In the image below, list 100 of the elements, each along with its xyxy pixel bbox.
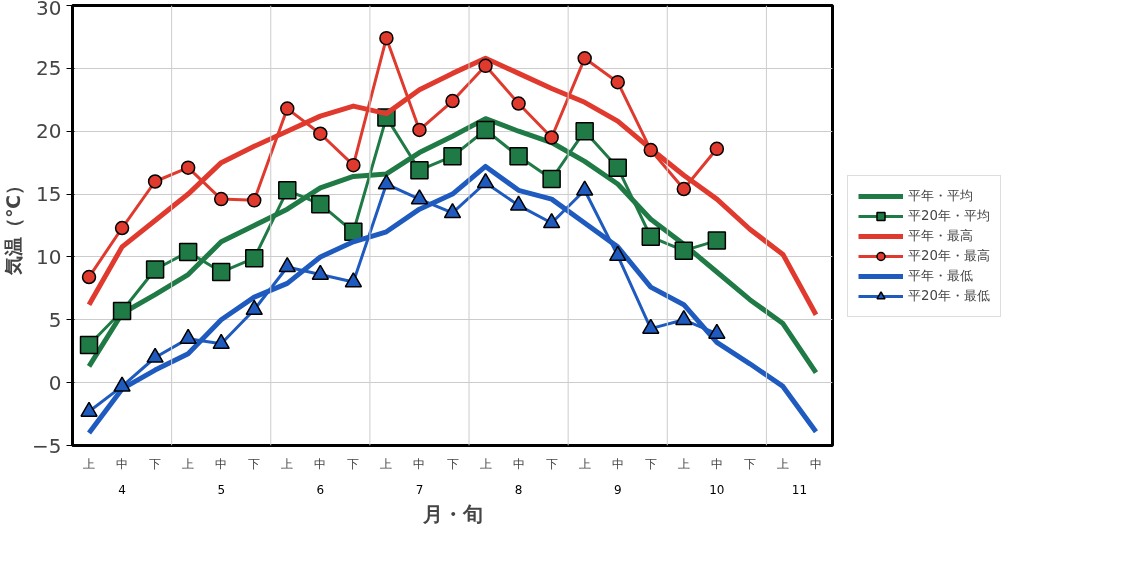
point	[509, 147, 528, 166]
x-tick-label: 上	[380, 456, 393, 471]
point	[379, 30, 394, 46]
point	[80, 401, 98, 417]
point	[643, 142, 659, 158]
x-tick-label: 下	[248, 456, 261, 471]
point	[412, 122, 427, 138]
x-tick-label: 上	[578, 456, 591, 471]
point	[211, 262, 231, 282]
point	[180, 160, 196, 175]
x-tick-label: 下	[446, 456, 459, 471]
point	[542, 213, 561, 229]
text: 11	[791, 482, 808, 497]
legend-label: 平年・平均	[908, 187, 973, 205]
point	[179, 328, 197, 345]
x-tick-label: 上	[677, 456, 690, 471]
y-tick-label: 5	[48, 307, 62, 332]
point	[377, 174, 396, 190]
point	[147, 174, 163, 189]
y-tick-label: 25	[36, 56, 62, 81]
point	[280, 101, 295, 116]
point	[642, 318, 660, 334]
point	[509, 195, 528, 211]
point	[213, 191, 229, 207]
x-tick-label: 下	[545, 456, 558, 471]
x-tick-label: 中	[314, 456, 327, 471]
text: 6	[316, 482, 325, 497]
point	[410, 189, 429, 205]
point	[708, 323, 726, 339]
point	[544, 130, 559, 145]
text: 10	[709, 482, 725, 497]
text: 4	[118, 482, 126, 497]
point	[114, 220, 130, 236]
point	[443, 202, 462, 219]
point	[410, 160, 429, 180]
legend-label: 平年・最高	[908, 227, 973, 245]
x-tick-label: 中	[611, 456, 624, 471]
point	[344, 222, 363, 242]
point	[112, 301, 132, 321]
point	[244, 248, 264, 268]
point	[443, 147, 462, 166]
point	[511, 96, 526, 111]
x-tick-label: 上	[182, 456, 195, 471]
point	[674, 241, 694, 260]
point	[212, 333, 230, 350]
point	[311, 264, 330, 280]
legend-label: 平年・最低	[908, 267, 973, 285]
point	[146, 347, 164, 363]
text: 8	[514, 482, 523, 497]
point	[478, 58, 493, 74]
text: 5	[217, 482, 226, 497]
x-tick-label: 下	[644, 456, 657, 471]
x-tick-label: 中	[116, 456, 129, 471]
y-tick-label: 10	[36, 244, 62, 269]
x-tick-label: 中	[809, 456, 822, 471]
legend-label: 平20年・最低	[908, 287, 990, 305]
y-tick-label: −5	[32, 433, 62, 458]
point	[445, 93, 460, 109]
x-tick-label: 下	[347, 456, 360, 471]
x-tick-label: 中	[413, 456, 426, 471]
point	[81, 269, 97, 285]
x-tick-label: 上	[281, 456, 294, 471]
point	[707, 231, 727, 250]
point	[675, 309, 693, 326]
x-tick-label: 下	[743, 456, 756, 471]
point	[311, 194, 330, 214]
text: 7	[415, 482, 424, 497]
point	[575, 121, 594, 141]
point	[278, 257, 297, 273]
legend-label: 平20年・最高	[908, 247, 990, 265]
x-tick-label: 中	[512, 456, 525, 471]
point	[344, 272, 363, 288]
point	[542, 169, 561, 189]
point	[246, 193, 262, 208]
x-tick-label: 中	[215, 456, 228, 471]
y-tick-label: 0	[48, 370, 62, 395]
legend-label: 平20年・平均	[908, 207, 990, 225]
point	[113, 376, 131, 392]
point	[476, 120, 495, 140]
point	[145, 260, 165, 279]
y-tick-label: 15	[36, 182, 62, 207]
text: 9	[613, 482, 622, 497]
point	[178, 242, 198, 262]
point	[313, 126, 328, 141]
x-tick-label: 上	[776, 456, 789, 471]
point	[610, 74, 625, 90]
x-tick-label: 上	[83, 456, 96, 471]
x-tick-label: 中	[710, 456, 723, 471]
point	[641, 227, 661, 247]
y-axis-title: 気温（℃）	[3, 176, 25, 276]
point	[608, 245, 627, 262]
point	[79, 335, 99, 355]
x-tick-label: 下	[149, 456, 162, 471]
point	[476, 172, 495, 189]
point	[608, 158, 627, 177]
y-tick-label: 30	[36, 0, 62, 20]
point	[278, 181, 297, 200]
point	[575, 180, 594, 196]
point	[676, 181, 692, 197]
point	[577, 51, 592, 66]
